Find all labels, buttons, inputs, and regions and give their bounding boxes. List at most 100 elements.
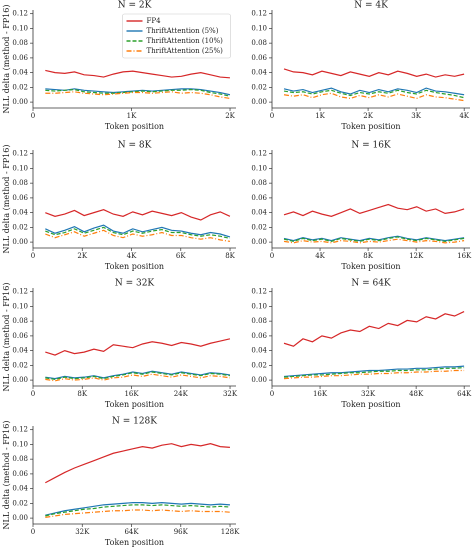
x-tick-label: 16K <box>313 390 328 398</box>
x-tick-label: 2K <box>363 112 373 120</box>
x-tick-label: 2K <box>225 112 235 120</box>
x-tick-label: 1K <box>315 112 325 120</box>
series-line <box>283 235 465 242</box>
y-tick-label: 0.12 <box>12 150 28 158</box>
y-tick-label: 0.04 <box>251 347 267 355</box>
panel-title: N = 128K <box>112 417 157 427</box>
panel-title: N = 32K <box>115 279 155 289</box>
series-line <box>45 504 230 517</box>
legend-label: FP4 <box>147 17 162 25</box>
panel-title: N = 16K <box>351 141 391 151</box>
y-tick-label: 0.10 <box>12 164 28 172</box>
series-line <box>45 226 231 240</box>
series-line <box>283 236 465 242</box>
y-tick-label: 0.04 <box>251 209 267 217</box>
panel-title: N = 64K <box>351 279 391 289</box>
series-line <box>45 370 231 380</box>
x-axis-label: Token position <box>105 262 164 271</box>
y-tick-label: 0.06 <box>251 194 267 202</box>
y-tick-label: 0.00 <box>12 238 28 246</box>
x-tick-label: 4K <box>459 112 469 120</box>
series-line <box>283 311 465 347</box>
panel-title: N = 2K <box>118 1 152 11</box>
series-line <box>45 509 230 518</box>
x-axis-label: Token position <box>341 122 400 131</box>
panel: N = 4K 0.00 0.02 0.04 0.06 0.08 0.10 0.12 0 1K 2K 3… <box>251 1 470 131</box>
series-line <box>45 91 231 100</box>
y-tick-label: 0.08 <box>251 179 267 187</box>
y-axis-label: NLL delta (method - FP16) <box>2 145 11 254</box>
y-tick-label: 0.08 <box>251 317 267 325</box>
x-tick-label: 32K <box>223 390 238 398</box>
series-line <box>45 88 231 97</box>
x-tick-label: 4K <box>315 252 325 260</box>
y-tick-label: 0.02 <box>12 361 28 369</box>
x-tick-label: 8K <box>77 390 87 398</box>
y-axis-label: NLL delta (method - FP16) <box>2 283 11 392</box>
x-axis-label: Token position <box>105 538 164 547</box>
x-tick-label: 32K <box>75 528 90 536</box>
y-tick-label: 0.06 <box>12 470 28 478</box>
x-tick-label: 3K <box>411 112 421 120</box>
series-line <box>283 89 465 99</box>
panel: N = 32K 0.00 0.02 0.04 0.06 0.08 0.10 0.12 0 8K 16… <box>2 279 238 410</box>
x-tick-label: 48K <box>409 390 424 398</box>
panel: N = 2K 0.00 0.02 0.04 0.06 0.08 0.10 0.12 0 1K 2K T… <box>2 1 236 131</box>
y-tick-label: 0.04 <box>251 69 267 77</box>
x-tick-label: 16K <box>124 390 139 398</box>
y-tick-label: 0.08 <box>12 455 28 463</box>
y-tick-label: 0.02 <box>12 223 28 231</box>
y-tick-label: 0.06 <box>12 332 28 340</box>
x-tick-label: 0 <box>270 252 274 260</box>
y-tick-label: 0.00 <box>12 98 28 106</box>
y-tick-label: 0.04 <box>12 69 28 77</box>
panel: N = 128K 0.00 0.02 0.04 0.06 0.08 0.10 0.12 0 32K… <box>2 417 240 548</box>
legend-label: ThriftAttention (5%) <box>147 27 219 35</box>
series-line <box>283 68 465 78</box>
x-tick-label: 96K <box>174 528 189 536</box>
y-tick-label: 0.12 <box>12 288 28 296</box>
x-axis-label: Token position <box>341 262 400 271</box>
x-tick-label: 16K <box>457 252 472 260</box>
y-tick-label: 0.04 <box>12 209 28 217</box>
legend-label: ThriftAttention (25%) <box>147 47 224 55</box>
y-tick-label: 0.12 <box>12 10 28 18</box>
series-line <box>45 69 230 79</box>
y-axis-label: NLL delta (method - FP16) <box>2 5 11 114</box>
y-tick-label: 0.12 <box>251 10 267 18</box>
series-line <box>45 88 231 96</box>
x-axis-label: Token position <box>105 400 164 409</box>
y-tick-label: 0.10 <box>12 24 28 32</box>
x-tick-label: 2K <box>77 252 87 260</box>
y-tick-label: 0.08 <box>12 179 28 187</box>
x-tick-label: 8K <box>225 252 235 260</box>
x-tick-label: 0 <box>270 390 274 398</box>
y-tick-label: 0.10 <box>251 164 267 172</box>
y-tick-label: 0.02 <box>251 83 267 91</box>
x-tick-label: 64K <box>457 390 472 398</box>
x-tick-label: 0 <box>31 528 35 536</box>
y-tick-label: 0.06 <box>251 332 267 340</box>
x-axis-label: Token position <box>105 122 164 131</box>
x-tick-label: 64K <box>124 528 139 536</box>
y-tick-label: 0.00 <box>251 98 267 106</box>
x-axis-label: Token position <box>341 400 400 409</box>
panel-title: N = 4K <box>354 1 388 11</box>
series-line <box>283 92 465 102</box>
series-line <box>283 369 465 380</box>
y-tick-label: 0.00 <box>251 376 267 384</box>
x-tick-label: 1K <box>127 112 137 120</box>
y-tick-label: 0.10 <box>12 302 28 310</box>
x-tick-label: 0 <box>31 252 35 260</box>
y-tick-label: 0.06 <box>251 54 267 62</box>
series-line <box>45 338 231 356</box>
series-line <box>45 371 231 380</box>
y-tick-label: 0.02 <box>12 499 28 507</box>
series-line <box>45 224 231 238</box>
series-line <box>283 365 465 378</box>
panel-title: N = 8K <box>118 141 152 151</box>
x-tick-label: 8K <box>363 252 373 260</box>
y-tick-label: 0.04 <box>12 347 28 355</box>
y-tick-label: 0.04 <box>12 485 28 493</box>
